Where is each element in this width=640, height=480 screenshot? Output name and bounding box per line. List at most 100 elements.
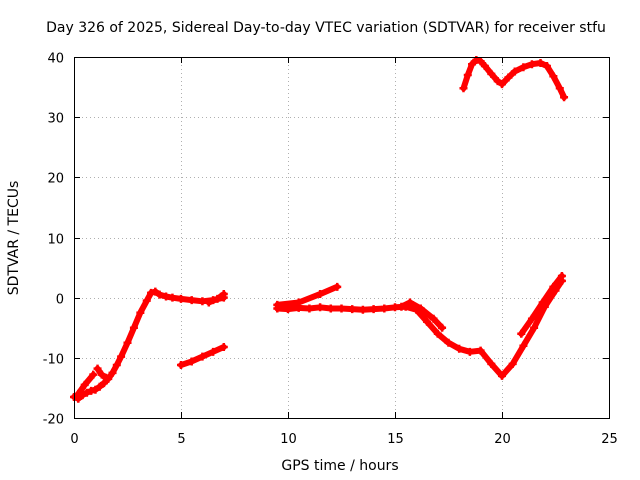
- data-point: [476, 57, 485, 66]
- data-point: [433, 329, 442, 338]
- y-tick-label: 10: [47, 233, 64, 248]
- data-point: [108, 368, 117, 377]
- data-point: [136, 308, 145, 317]
- data-point: [508, 359, 517, 368]
- x-tick-label: 25: [601, 432, 618, 447]
- data-point: [102, 373, 111, 382]
- x-axis-label: GPS time / hours: [281, 458, 398, 474]
- data-point: [517, 329, 526, 338]
- data-point: [493, 77, 502, 86]
- series-segment-1d: [204, 290, 228, 307]
- data-point: [80, 380, 89, 389]
- data-point: [151, 287, 160, 296]
- data-point: [444, 338, 453, 347]
- grid: [74, 57, 609, 418]
- x-tick-label: 10: [280, 432, 297, 447]
- data-point: [423, 317, 432, 326]
- data-point: [95, 382, 104, 391]
- data-point: [405, 298, 414, 307]
- data-point: [487, 359, 496, 368]
- data-point: [476, 346, 485, 355]
- data-point: [337, 304, 346, 313]
- data-point: [177, 361, 185, 370]
- x-tick-label: 20: [494, 432, 511, 447]
- x-tick-label: 0: [70, 432, 78, 447]
- data-point: [397, 302, 406, 311]
- data-point: [510, 67, 519, 76]
- data-point: [498, 80, 506, 89]
- data-point: [219, 290, 228, 299]
- data-point: [519, 63, 528, 72]
- data-point: [316, 290, 325, 299]
- data-point: [198, 352, 207, 361]
- data-point: [112, 361, 121, 370]
- y-axis-label: SDTVAR / TECUs: [6, 181, 22, 296]
- data-point: [168, 293, 177, 302]
- data-point: [429, 314, 438, 323]
- data-point: [316, 303, 325, 312]
- data-point: [369, 305, 378, 314]
- data-point: [326, 304, 335, 313]
- series-segment-1c: [93, 364, 111, 382]
- data-point: [530, 323, 539, 332]
- data-point: [129, 323, 138, 332]
- series-segment-3d: [517, 272, 566, 338]
- data-point: [117, 352, 126, 361]
- data-point: [542, 62, 551, 71]
- data-point: [465, 347, 474, 356]
- data-point: [416, 304, 425, 313]
- data-point: [455, 344, 464, 353]
- data-point: [468, 60, 477, 69]
- data-point: [213, 294, 222, 303]
- data-point: [204, 298, 213, 307]
- series-segment-1b: [74, 370, 98, 398]
- series-segment-2: [177, 343, 228, 370]
- data-point: [219, 343, 228, 352]
- data-point: [438, 323, 447, 332]
- data-point: [527, 314, 536, 323]
- data-point: [177, 294, 185, 303]
- series-segment-4: [459, 56, 569, 102]
- y-tick-label: -20: [43, 413, 64, 428]
- x-tick-label: 15: [387, 432, 404, 447]
- y-tick-label: 30: [47, 112, 64, 127]
- data-series: [70, 56, 569, 403]
- data-point: [549, 72, 558, 81]
- data-point: [538, 298, 547, 307]
- data-point: [89, 370, 98, 379]
- data-point: [305, 304, 314, 313]
- series-segment-3c: [397, 298, 447, 332]
- data-point: [187, 296, 196, 305]
- series-segment-1: [70, 287, 228, 403]
- data-point: [555, 84, 564, 93]
- y-tick-label: 0: [56, 293, 64, 308]
- series-segment-3b: [273, 282, 342, 309]
- data-point: [348, 305, 357, 314]
- data-point: [380, 304, 389, 313]
- data-point: [504, 73, 513, 82]
- data-point: [549, 282, 558, 291]
- ticks: 0 5 10 15 20 25 -20 -10 0 10 20 30 40: [43, 52, 618, 448]
- data-point: [519, 341, 528, 350]
- data-point: [187, 357, 196, 366]
- series-line: [274, 277, 565, 379]
- y-tick-label: 40: [47, 52, 64, 67]
- data-point: [97, 370, 106, 379]
- data-point: [536, 59, 545, 68]
- data-point: [487, 69, 496, 78]
- data-point: [560, 93, 569, 102]
- data-point: [142, 296, 151, 305]
- data-point: [155, 290, 164, 299]
- data-point: [273, 300, 282, 309]
- data-point: [74, 389, 83, 398]
- y-tick-label: -10: [43, 353, 64, 368]
- data-point: [333, 282, 342, 291]
- series-line: [274, 283, 341, 308]
- data-point: [123, 338, 132, 347]
- data-point: [209, 347, 218, 356]
- chart-title: Day 326 of 2025, Sidereal Day-to-day VTE…: [46, 20, 606, 36]
- data-point: [93, 364, 102, 373]
- data-point: [498, 371, 506, 380]
